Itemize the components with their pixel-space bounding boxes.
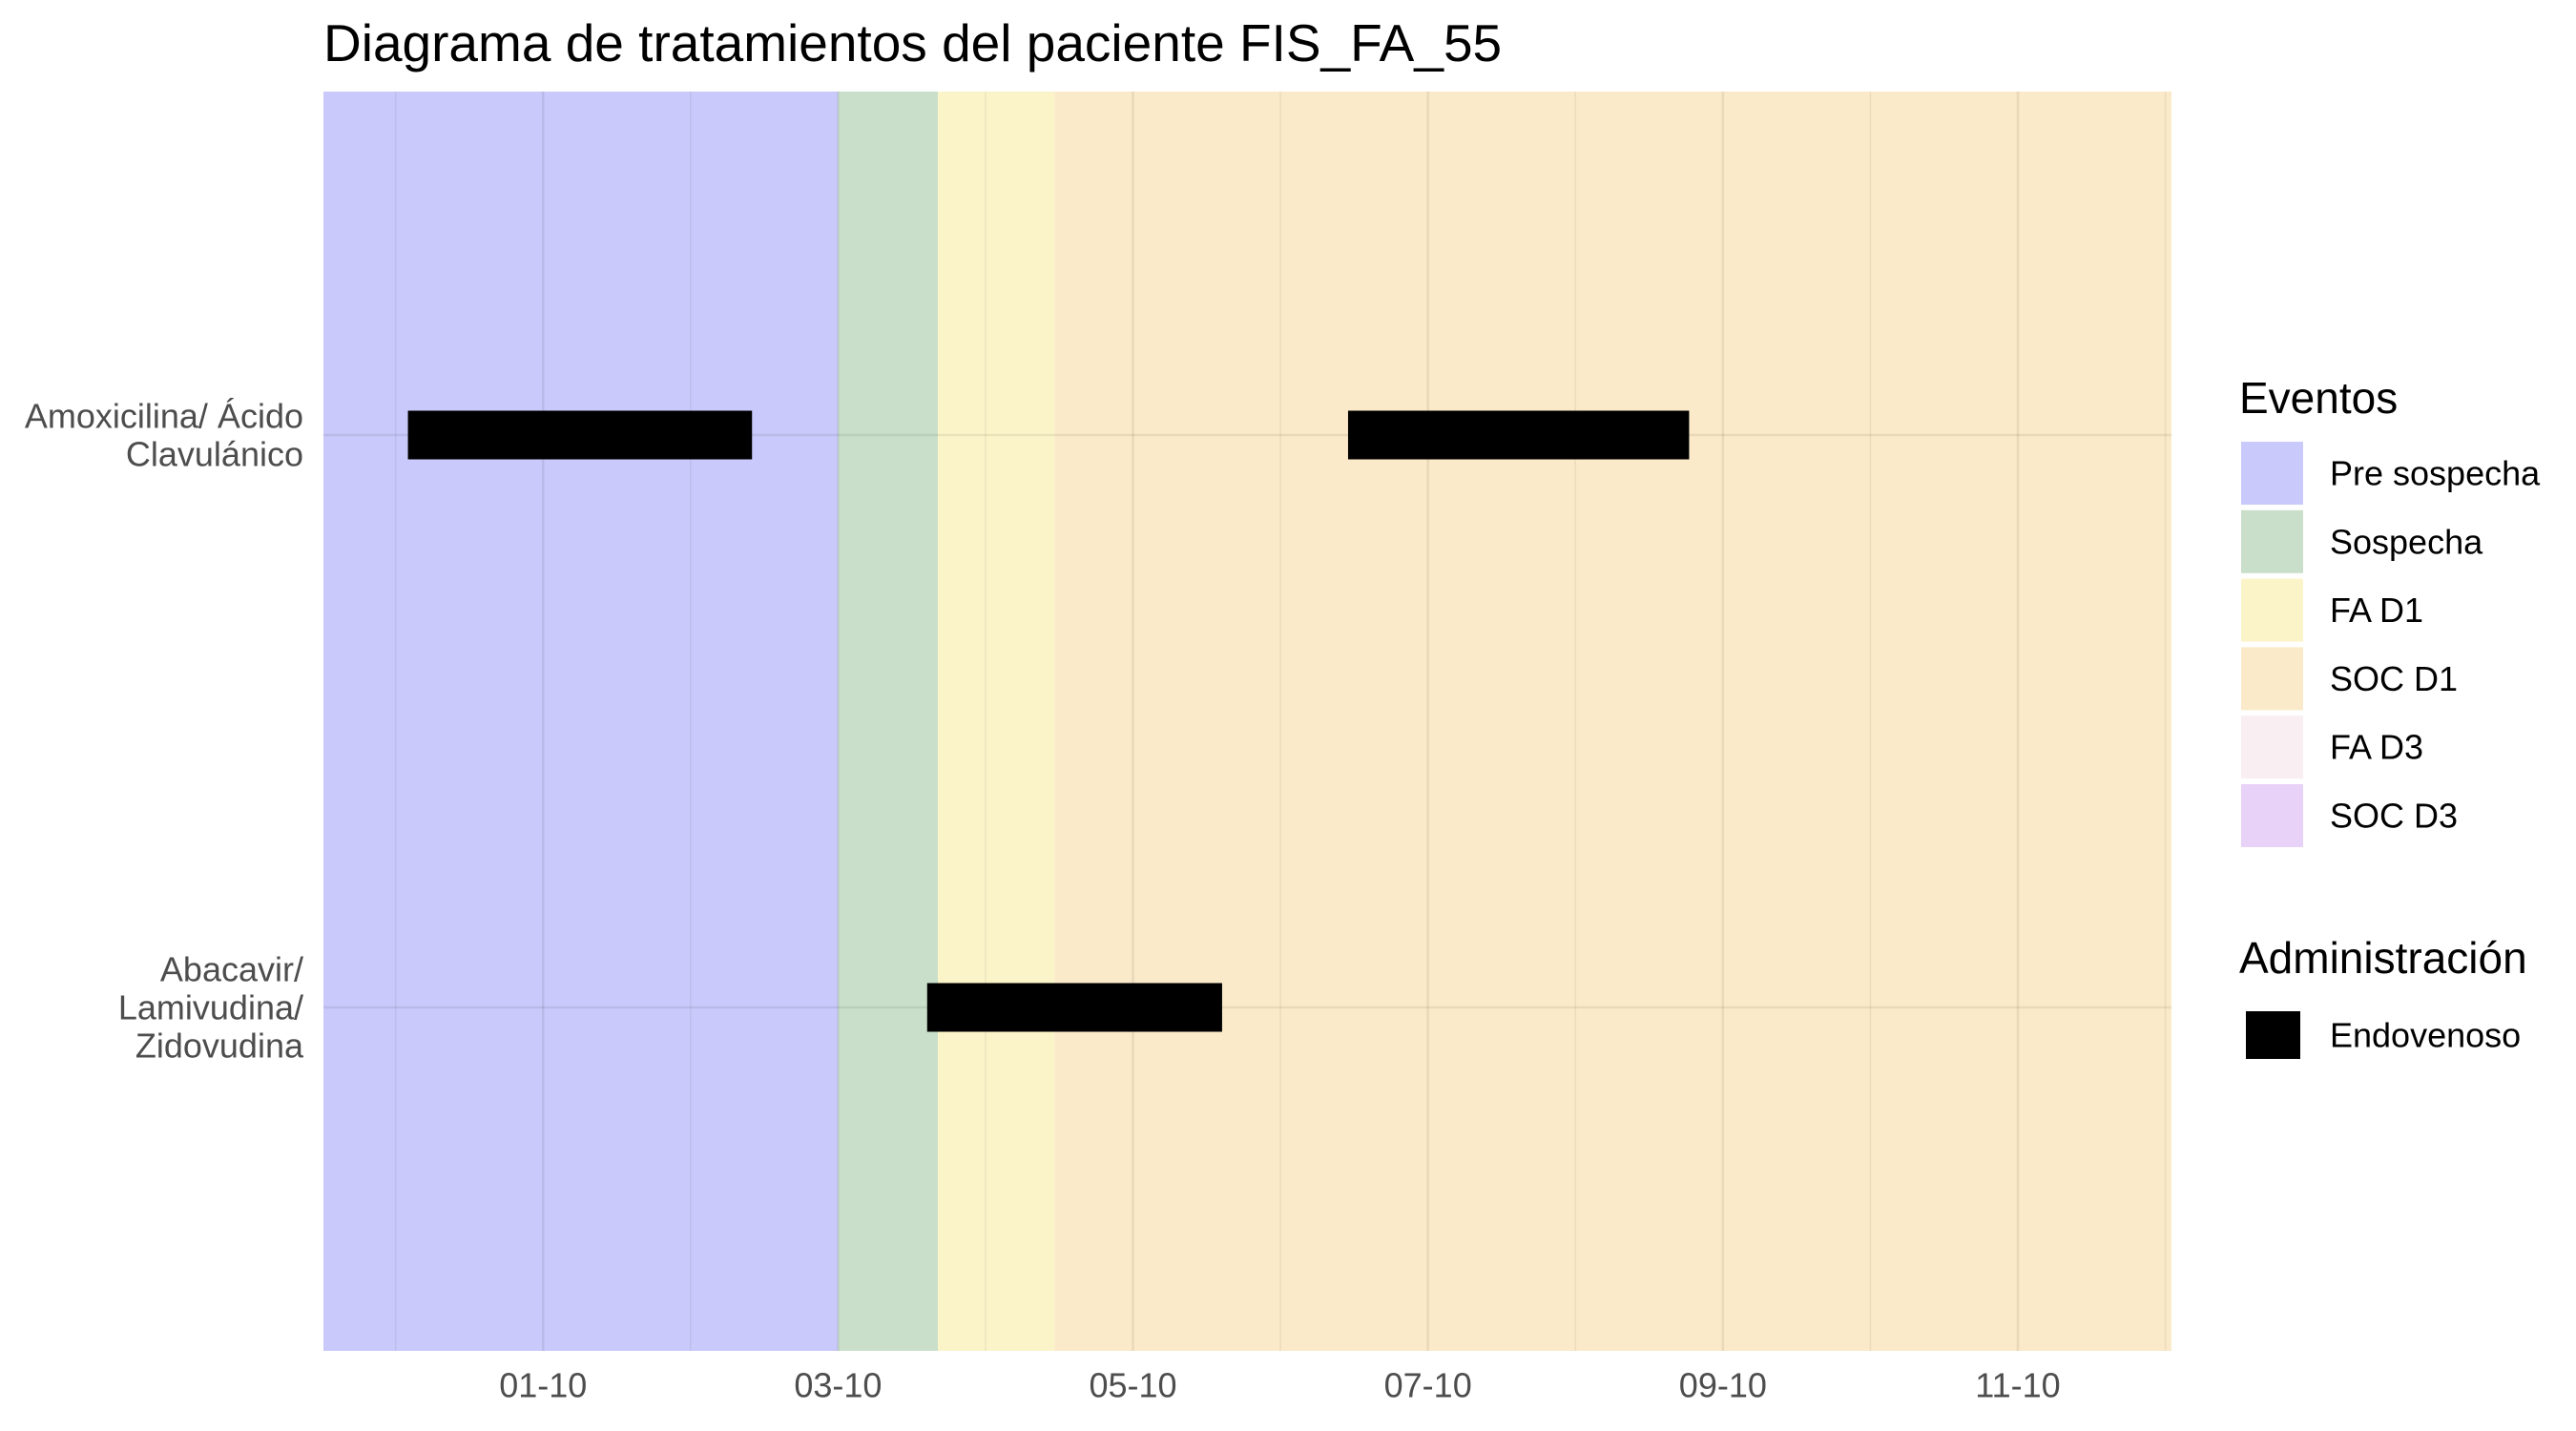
x-tick-label: 11-10 xyxy=(1975,1366,2060,1405)
treatment-bar xyxy=(1347,410,1690,460)
legend-swatch-sospecha xyxy=(2241,509,2303,573)
legend-events: Pre sospecha Sospecha FA D1 SOC D1 FA D3 SOC … xyxy=(2241,442,2541,847)
y-tick-label: Lamivudina/ xyxy=(118,988,303,1027)
treatment-bar xyxy=(926,983,1222,1032)
y-tick-label: Abacavir/ xyxy=(160,950,303,989)
y-tick-label: Clavulánico xyxy=(126,435,303,474)
legend-label: FA D1 xyxy=(2330,591,2423,630)
y-tick-label: Zidovudina xyxy=(135,1027,304,1066)
treatment-bar xyxy=(407,410,753,460)
legend: Eventos Pre sospecha Sospecha FA D1 SOC D1 F… xyxy=(2239,373,2541,1059)
event-band-fa-d1 xyxy=(938,92,1055,1351)
event-bands xyxy=(323,92,2171,1351)
chart-title: Diagrama de tratamientos del paciente FI… xyxy=(323,13,1502,73)
x-tick-label: 03-10 xyxy=(794,1366,882,1405)
legend-label: SOC D1 xyxy=(2330,659,2458,698)
legend-label: SOC D3 xyxy=(2330,797,2458,836)
x-tick-label: 07-10 xyxy=(1384,1366,1472,1405)
legend-swatch-soc-d1 xyxy=(2241,647,2303,711)
x-axis-labels: 01-10 03-10 05-10 07-10 09-10 11-10 xyxy=(499,1366,2060,1405)
legend-title-administracion: Administración xyxy=(2239,933,2527,983)
event-band-pre-sospecha xyxy=(323,92,839,1351)
legend-administration: Endovenoso xyxy=(2246,1011,2521,1059)
legend-swatch-fa-d1 xyxy=(2241,578,2303,642)
legend-label: Pre sospecha xyxy=(2330,454,2541,493)
legend-title-eventos: Eventos xyxy=(2239,373,2398,423)
x-tick-label: 09-10 xyxy=(1679,1366,1767,1405)
legend-label: FA D3 xyxy=(2330,728,2423,767)
x-tick-label: 05-10 xyxy=(1090,1366,1177,1405)
legend-swatch-fa-d3 xyxy=(2241,716,2303,779)
event-band-soc-d1 xyxy=(1054,92,2171,1351)
event-band-sospecha xyxy=(838,92,939,1351)
y-tick-label: Amoxicilina/ Ácido xyxy=(25,397,303,436)
legend-swatch-soc-d3 xyxy=(2241,784,2303,847)
legend-swatch-endovenoso xyxy=(2246,1011,2300,1059)
legend-label: Sospecha xyxy=(2330,522,2483,561)
x-tick-label: 01-10 xyxy=(499,1366,587,1405)
legend-swatch-pre-sospecha xyxy=(2241,442,2303,505)
legend-label: Endovenoso xyxy=(2330,1016,2521,1055)
treatment-bars xyxy=(407,410,1690,1032)
